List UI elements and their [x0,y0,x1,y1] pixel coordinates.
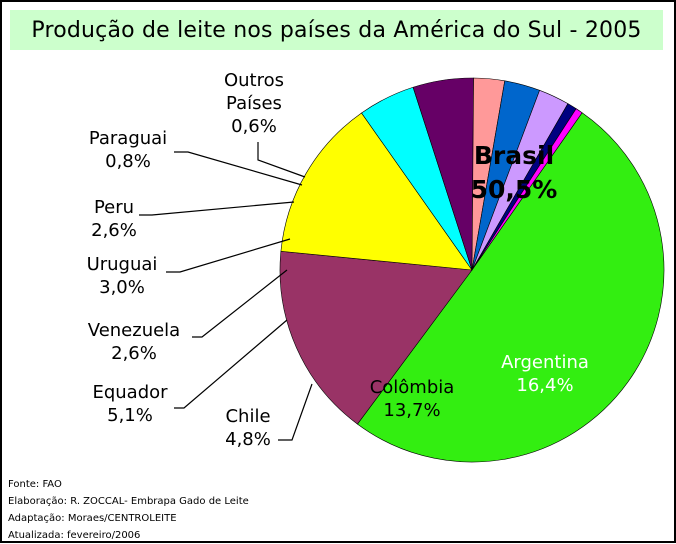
slice-value-venezuela: 2,6% [111,343,157,364]
leader-line-paraguai [174,151,303,186]
chart-title-box: Produção de leite nos países da América … [10,10,663,50]
slice-label-peru: Peru [94,197,134,218]
credit-source: Fonte: FAO [8,479,62,490]
pie-slice-argentina [279,250,473,425]
leader-line-equador [174,319,288,409]
leader-line-venezuela [192,269,288,338]
slice-label-equador: Equador [92,382,168,403]
credit-adaptation: Adaptação: Moraes/CENTROLEITE [8,513,177,524]
credits: Fonte: FAO Elaboração: R. ZOCCAL- Embrap… [8,476,249,544]
slice-label-uruguai: Uruguai [87,254,158,275]
slice-value-chile: 4,8% [225,429,271,450]
slice-label-brasil: Brasil [474,141,554,170]
slice-label-outros-paises-line1: Outros [224,70,284,91]
pie-slice-outros-paises [471,108,583,271]
leader-line-peru [139,201,295,216]
credit-updated: Atualizada: fevereiro/2006 [8,530,141,541]
slice-value-argentina: 16,4% [516,375,573,396]
slice-label-outros-paises-line2: Países [226,93,282,114]
leader-line-uruguai [166,238,291,273]
slice-label-paraguai: Paraguai [89,128,167,149]
slice-label-argentina: Argentina [501,352,589,373]
slice-label-venezuela: Venezuela [88,320,180,341]
slice-value-brasil: 50,5% [471,175,558,204]
slice-value-equador: 5,1% [107,405,153,426]
pie-slice-colombia [280,112,473,271]
credit-elaboration: Elaboração: R. ZOCCAL- Embrapa Gado de L… [8,496,249,507]
slice-value-colombia: 13,7% [383,400,440,421]
leader-line-outros-paises [257,142,306,178]
slice-value-paraguai: 0,8% [105,151,151,172]
slice-value-uruguai: 3,0% [99,277,145,298]
leader-line-chile [278,383,313,441]
chart-title: Produção de leite nos países da América … [31,17,642,43]
pie-slice-brasil [357,112,665,463]
slice-value-outros-paises: 0,6% [231,116,277,137]
slice-label-chile: Chile [225,406,270,427]
slice-value-peru: 2,6% [91,220,137,241]
slice-label-colombia: Colômbia [370,377,455,398]
